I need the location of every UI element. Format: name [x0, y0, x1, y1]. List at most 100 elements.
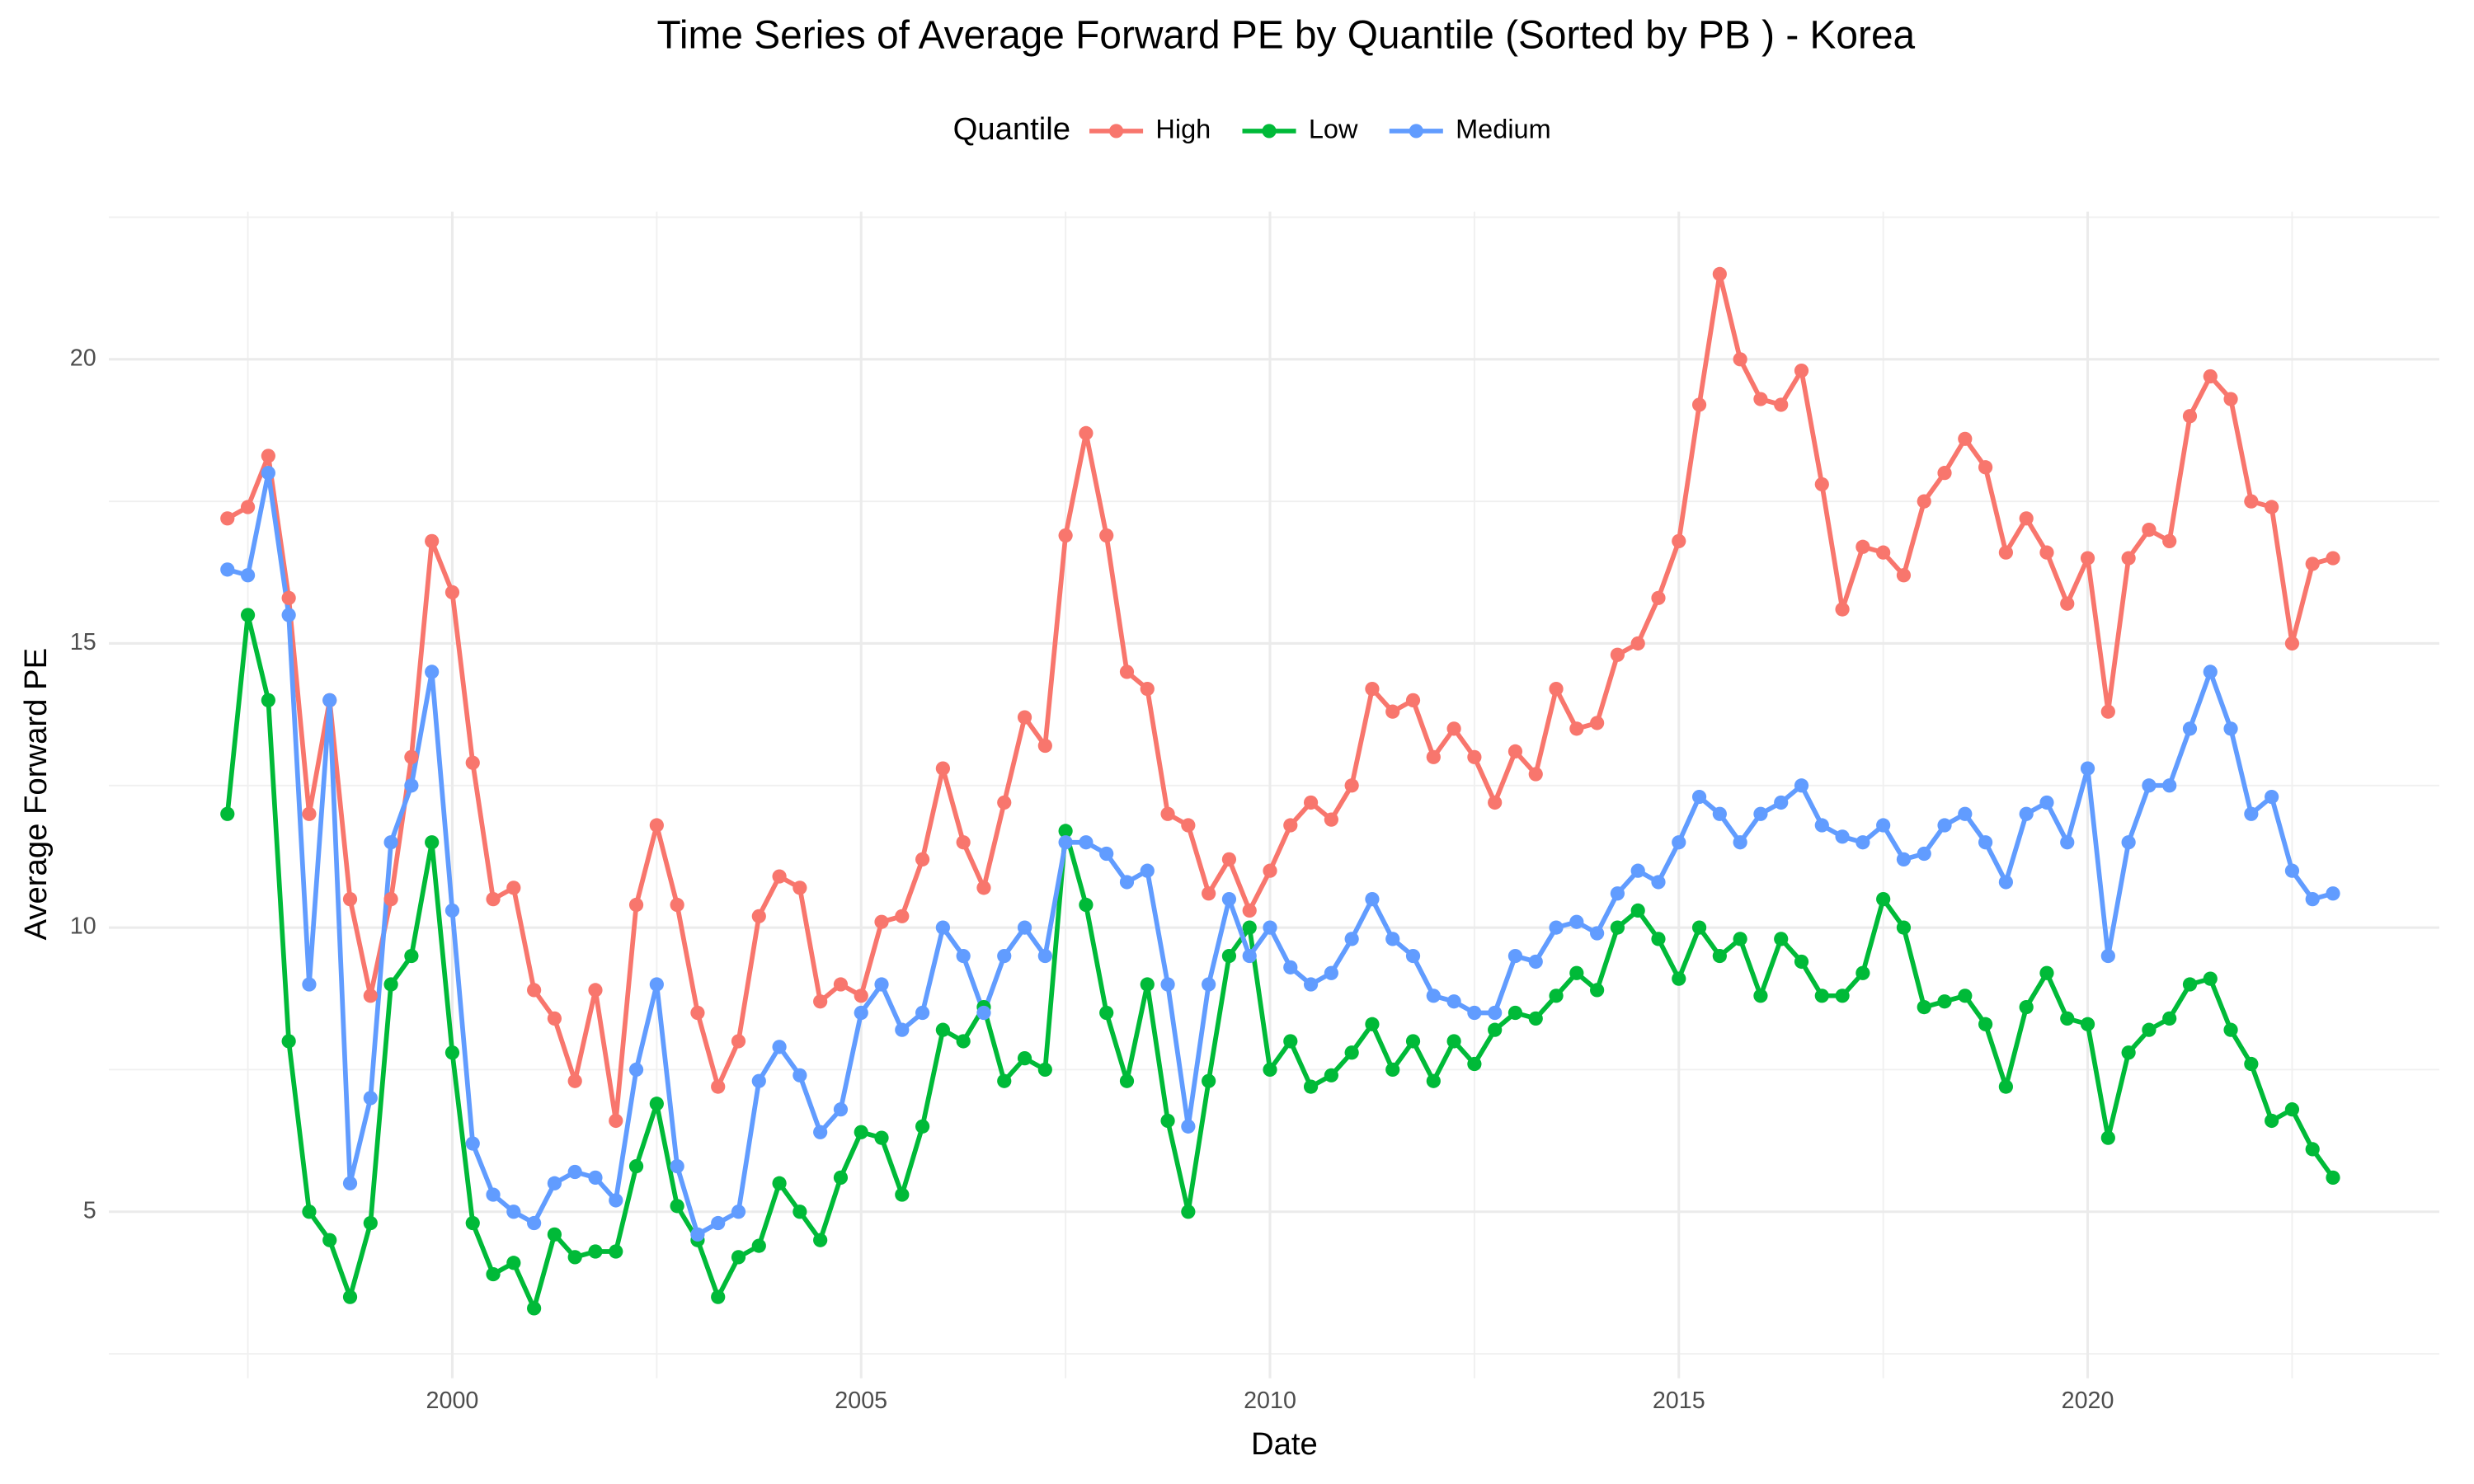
data-point	[1814, 989, 1829, 1003]
data-point	[281, 608, 296, 622]
data-point	[1937, 994, 1952, 1009]
data-point	[1691, 920, 1707, 935]
data-point	[567, 1073, 582, 1088]
legend-key-point	[1108, 124, 1124, 139]
data-point	[1303, 1079, 1319, 1094]
data-point	[1263, 920, 1277, 935]
data-point	[1181, 818, 1196, 833]
data-point	[2244, 806, 2259, 821]
y-tick-label: 20	[70, 345, 96, 371]
data-point	[772, 1176, 787, 1190]
data-point	[261, 693, 275, 707]
data-point	[1037, 738, 1052, 754]
data-point	[1794, 954, 1809, 970]
data-point	[935, 761, 950, 776]
data-point	[1712, 266, 1727, 282]
data-point	[240, 568, 256, 583]
data-point	[2182, 409, 2198, 424]
data-point	[935, 1022, 950, 1037]
data-point	[751, 1238, 766, 1253]
data-point	[2039, 545, 2054, 560]
data-point	[895, 1187, 910, 1202]
data-point	[1221, 852, 1237, 867]
data-point	[2039, 795, 2054, 810]
data-point	[444, 903, 460, 918]
data-point	[2305, 556, 2320, 571]
data-point	[1365, 1017, 1380, 1031]
data-point	[1344, 778, 1359, 793]
data-point	[1691, 397, 1707, 412]
data-point	[1344, 932, 1359, 946]
data-point	[1507, 948, 1523, 964]
x-tick-label: 2000	[426, 1388, 479, 1414]
data-point	[220, 562, 235, 577]
data-point	[1324, 812, 1338, 827]
data-point	[1283, 1034, 1298, 1049]
data-point	[2060, 596, 2075, 611]
data-point	[486, 1266, 501, 1282]
data-point	[1569, 721, 1584, 736]
y-tick-label: 10	[70, 913, 96, 940]
data-point	[506, 1205, 521, 1219]
data-point	[2060, 835, 2075, 850]
data-point	[1876, 545, 1891, 560]
data-point	[1079, 425, 1094, 441]
data-point	[609, 1113, 623, 1129]
data-point	[567, 1164, 582, 1180]
data-point	[793, 1205, 807, 1219]
data-point	[425, 835, 440, 850]
data-point	[547, 1227, 562, 1242]
data-point	[1405, 1034, 1421, 1049]
data-point	[404, 778, 419, 793]
data-point	[1610, 647, 1625, 662]
data-point	[628, 1158, 644, 1174]
data-point	[1917, 494, 1931, 509]
data-point	[670, 897, 684, 913]
chart-title: Time Series of Average Forward PE by Qua…	[656, 14, 1915, 58]
data-point	[2162, 533, 2177, 548]
data-point	[976, 881, 991, 895]
data-point	[1242, 920, 1257, 935]
data-point	[506, 881, 521, 895]
data-point	[1753, 989, 1768, 1003]
data-point	[1119, 665, 1135, 679]
data-point	[874, 914, 889, 929]
data-point	[772, 869, 787, 884]
data-point	[1856, 965, 1870, 980]
data-point	[731, 1250, 746, 1265]
data-point	[1998, 545, 2014, 560]
data-point	[1037, 948, 1052, 964]
data-point	[1385, 1062, 1400, 1078]
data-point	[2284, 636, 2300, 651]
data-point	[1058, 824, 1073, 838]
data-point	[2019, 806, 2034, 821]
data-point	[1814, 818, 1829, 833]
data-point	[588, 1170, 603, 1186]
data-point	[322, 1233, 337, 1247]
data-point	[486, 1187, 501, 1202]
data-point	[2223, 392, 2238, 406]
data-point	[1733, 835, 1747, 850]
data-point	[261, 466, 275, 481]
data-point	[2265, 500, 2279, 514]
data-point	[1507, 744, 1523, 759]
data-point	[628, 897, 644, 913]
y-tick-label: 15	[70, 629, 96, 655]
data-point	[383, 835, 398, 850]
data-point	[1896, 920, 1912, 935]
data-point	[1856, 539, 1870, 554]
data-point	[342, 1176, 358, 1190]
data-point	[772, 1040, 787, 1054]
data-point	[527, 983, 542, 998]
data-point	[1590, 983, 1605, 998]
data-point	[711, 1215, 726, 1231]
data-point	[1753, 806, 1768, 821]
data-point	[1651, 932, 1666, 946]
data-point	[690, 1005, 705, 1021]
data-point	[1937, 466, 1952, 481]
data-point	[2080, 761, 2095, 776]
data-point	[2121, 835, 2136, 850]
data-point	[1774, 397, 1789, 412]
data-point	[1651, 875, 1666, 890]
